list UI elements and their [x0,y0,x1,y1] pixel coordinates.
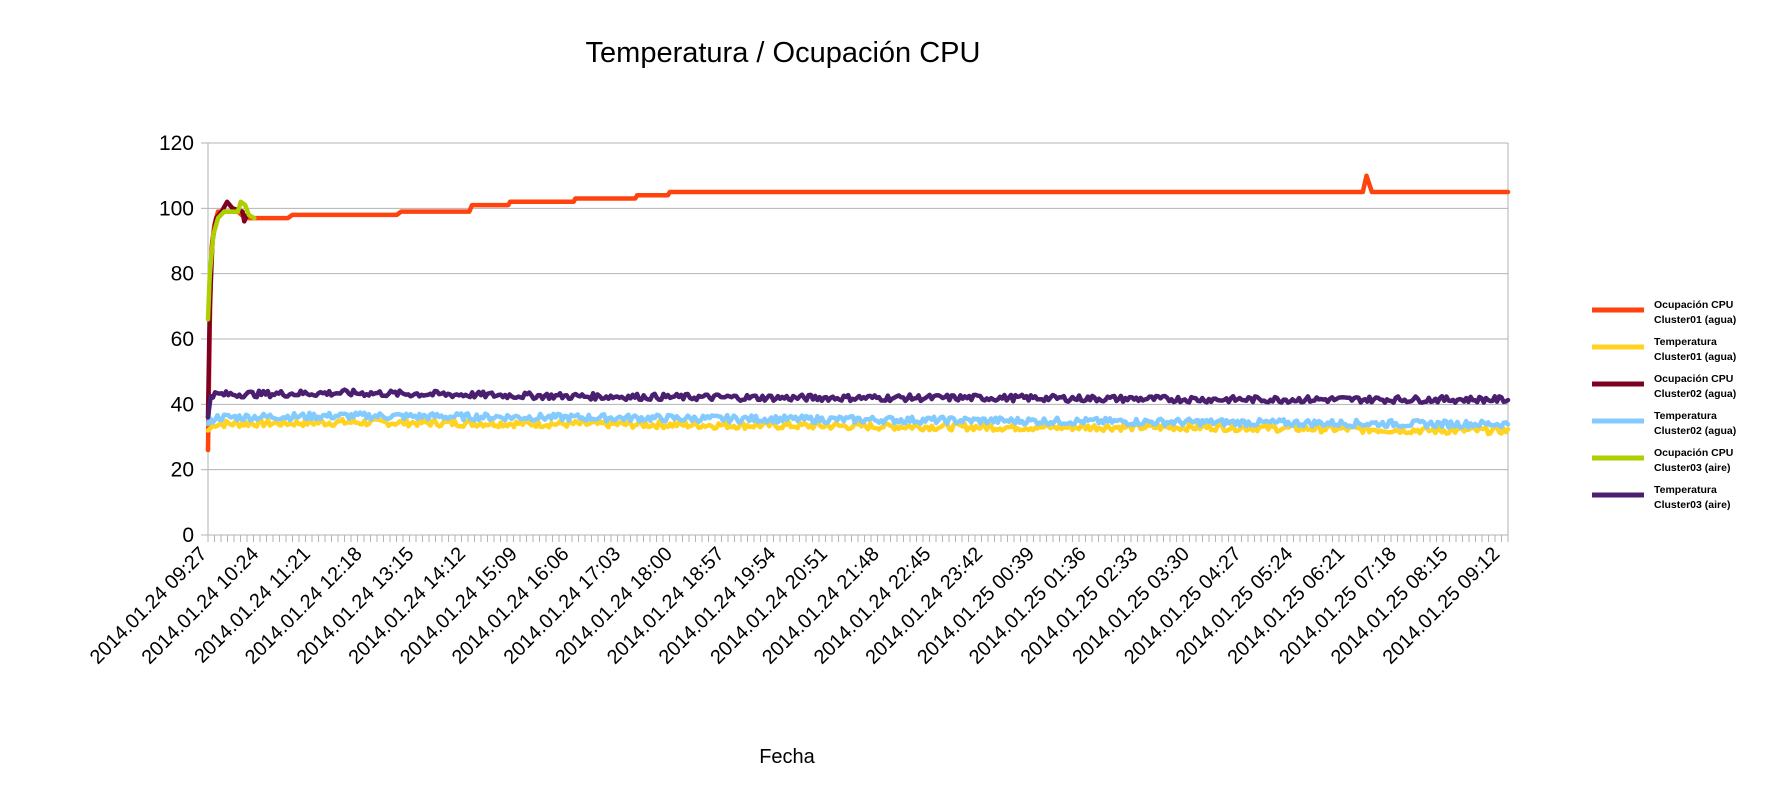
legend-label: Cluster03 (aire) [1654,462,1730,474]
legend-label: Ocupación CPU [1654,373,1733,385]
legend-label: Cluster02 (agua) [1654,388,1736,400]
legend-label: Cluster01 (agua) [1654,351,1736,363]
legend-label: Ocupación CPU [1654,447,1733,459]
y-tick-label: 120 [159,132,194,155]
legend-label: Temperatura [1654,484,1717,496]
y-tick-label: 20 [171,459,194,482]
chart-title: Temperatura / Ocupación CPU [586,37,981,69]
y-tick-label: 100 [159,197,194,220]
y-tick-label: 80 [171,263,194,286]
series-line [205,387,1511,420]
legend-label: Cluster02 (agua) [1654,425,1736,437]
legend-label: Cluster01 (agua) [1654,314,1736,326]
x-axis-label: Fecha [759,746,815,768]
series-group [205,173,1511,453]
series-line [205,410,1511,430]
legend: Ocupación CPU Cluster01 (agua) Temperatura… [1592,299,1736,511]
legend-label: Cluster03 (aire) [1654,499,1730,511]
y-axis-ticks: 0 20 40 60 80 100 120 [159,132,194,547]
gridlines [201,142,1509,542]
legend-label: Temperatura [1654,410,1717,422]
series-line [205,173,1511,453]
y-tick-label: 0 [182,524,194,547]
legend-label: Temperatura [1654,336,1717,348]
y-tick-label: 40 [171,393,194,416]
y-tick-label: 60 [171,328,194,351]
series-line [205,199,257,322]
legend-label: Ocupación CPU [1654,299,1733,311]
